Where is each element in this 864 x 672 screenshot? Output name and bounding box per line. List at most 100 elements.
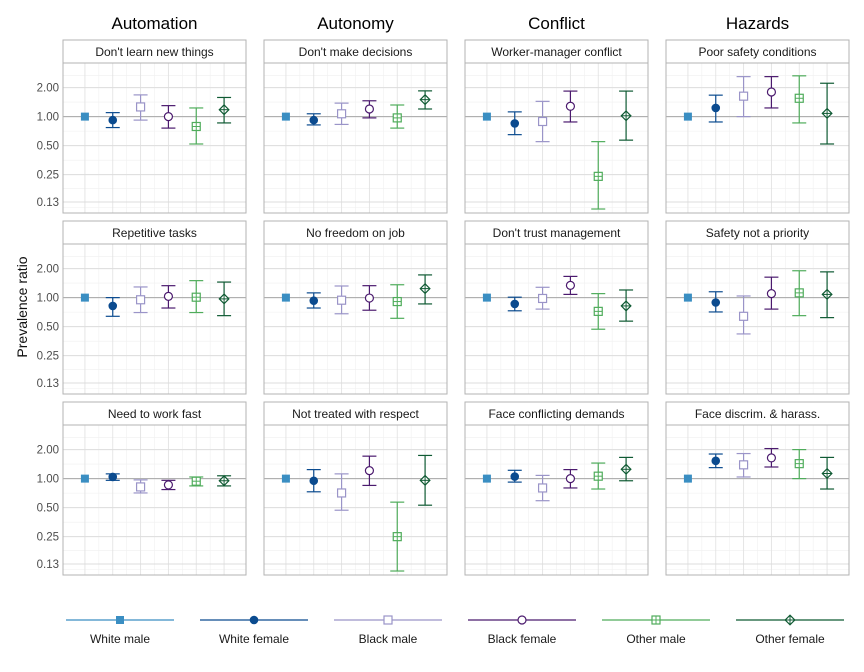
marker-white-male	[80, 293, 89, 302]
marker-black-male	[336, 488, 347, 498]
point-white-male	[482, 474, 491, 483]
marker-black-female	[766, 453, 777, 463]
marker-black-female	[163, 480, 174, 490]
panel-need-to-work-fast: Need to work fast 2.00 1.00 0.50 0.25 0.13	[37, 401, 247, 576]
point-other-male	[591, 141, 606, 210]
marker-other-male	[191, 121, 201, 132]
panel-face-discrim-harass: Face discrim. & harass.	[665, 401, 850, 576]
marker-white-male	[281, 474, 290, 483]
legend-item-other-male: Other male	[602, 615, 710, 646]
legend-label: Black female	[488, 632, 557, 646]
marker-black-male	[537, 483, 548, 493]
legend-marker	[249, 615, 259, 625]
marker-white-female	[108, 472, 118, 482]
y-tick-label: 0.50	[37, 141, 59, 153]
y-tick-label: 1.00	[37, 293, 59, 305]
marker-white-female	[711, 103, 721, 113]
point-other-female	[418, 454, 433, 506]
panel-title: Repetitive tasks	[112, 226, 197, 240]
panel-title: Face discrim. & harass.	[695, 407, 820, 421]
panel-title: Face conflicting demands	[488, 407, 624, 421]
marker-white-male	[80, 474, 89, 483]
marker-other-male	[392, 532, 402, 542]
panel-border	[62, 243, 247, 395]
panel-border	[263, 62, 448, 214]
point-black-female	[764, 76, 779, 109]
marker-white-male	[281, 112, 290, 121]
legend-item-white-female: White female	[200, 615, 308, 646]
panel-title: Worker-manager conflict	[491, 45, 622, 59]
legend: White male White female Black male Black fe…	[66, 614, 844, 646]
point-other-female	[418, 90, 433, 110]
column-header-autonomy: Autonomy	[317, 14, 394, 33]
marker-white-female	[510, 472, 520, 481]
marker-other-male	[794, 93, 804, 103]
y-tick-label: 0.50	[37, 503, 59, 515]
panel-don-t-trust-management: Don't trust management	[464, 220, 649, 395]
panel-title: Safety not a priority	[706, 226, 809, 240]
marker-other-female	[218, 293, 230, 305]
panel-face-conflicting-demands: Face conflicting demands	[464, 401, 649, 576]
panel-worker-manager-conflict: Worker-manager conflict	[464, 39, 649, 214]
marker-white-male	[281, 293, 290, 302]
point-black-female	[362, 285, 377, 311]
marker-other-male	[593, 306, 603, 316]
marker-other-female	[218, 104, 230, 116]
marker-black-female	[163, 291, 174, 301]
marker-black-male	[135, 102, 146, 112]
point-white-female	[708, 94, 723, 123]
point-black-male	[133, 286, 148, 314]
point-black-male	[736, 76, 751, 118]
column-header-hazards: Hazards	[726, 14, 789, 33]
y-tick-label: 2.00	[37, 445, 59, 457]
marker-other-female	[620, 110, 632, 122]
marker-other-male	[794, 459, 804, 469]
y-tick-label: 0.13	[37, 197, 59, 209]
marker-white-male	[482, 293, 491, 302]
marker-other-female	[821, 107, 833, 120]
point-black-male	[133, 94, 148, 121]
column-headers: Automation Autonomy Conflict Hazards	[112, 14, 790, 33]
panel-no-freedom-on-job: No freedom on job	[263, 220, 448, 395]
marker-white-female	[711, 298, 721, 307]
y-tick-label: 1.00	[37, 474, 59, 486]
point-black-female	[563, 90, 578, 123]
marker-other-female	[419, 474, 431, 486]
legend-item-black-male: Black male	[334, 615, 442, 646]
panel-poor-safety-conditions: Poor safety conditions	[665, 39, 850, 214]
marker-black-female	[565, 474, 576, 484]
panel-not-treated-with-respect: Not treated with respect	[263, 401, 448, 576]
legend-marker	[517, 615, 527, 625]
point-other-male	[189, 280, 204, 314]
point-black-female	[563, 275, 578, 295]
marker-black-male	[537, 293, 548, 304]
panel-don-t-make-decisions: Don't make decisions	[263, 39, 448, 214]
legend-label: Other female	[755, 632, 825, 646]
facet-panels: Don't learn new things 2.00 1.00 0.50 0.25 0.…	[37, 39, 850, 576]
marker-black-female	[364, 466, 375, 476]
point-other-female	[619, 90, 634, 141]
marker-other-male	[593, 171, 603, 181]
panel-title: No freedom on job	[306, 226, 405, 240]
panel-title: Not treated with respect	[292, 407, 419, 421]
point-other-female	[820, 456, 835, 490]
panel-border	[464, 424, 649, 576]
y-tick-label: 1.00	[37, 112, 59, 124]
y-tick-label: 0.13	[37, 378, 59, 390]
marker-black-male	[336, 295, 347, 305]
marker-white-male	[683, 293, 692, 302]
point-white-male	[281, 112, 290, 121]
point-white-female	[507, 296, 522, 312]
panel-title: Don't trust management	[493, 226, 621, 240]
legend-item-white-male: White male	[66, 616, 174, 646]
point-white-female	[306, 469, 321, 493]
marker-other-male	[191, 292, 201, 302]
marker-white-female	[309, 476, 319, 486]
legend-marker	[651, 615, 661, 625]
marker-black-male	[537, 116, 548, 127]
marker-black-male	[135, 482, 146, 492]
point-white-male	[683, 112, 692, 121]
marker-black-female	[565, 280, 576, 290]
point-white-female	[306, 292, 321, 309]
point-white-female	[507, 469, 522, 483]
